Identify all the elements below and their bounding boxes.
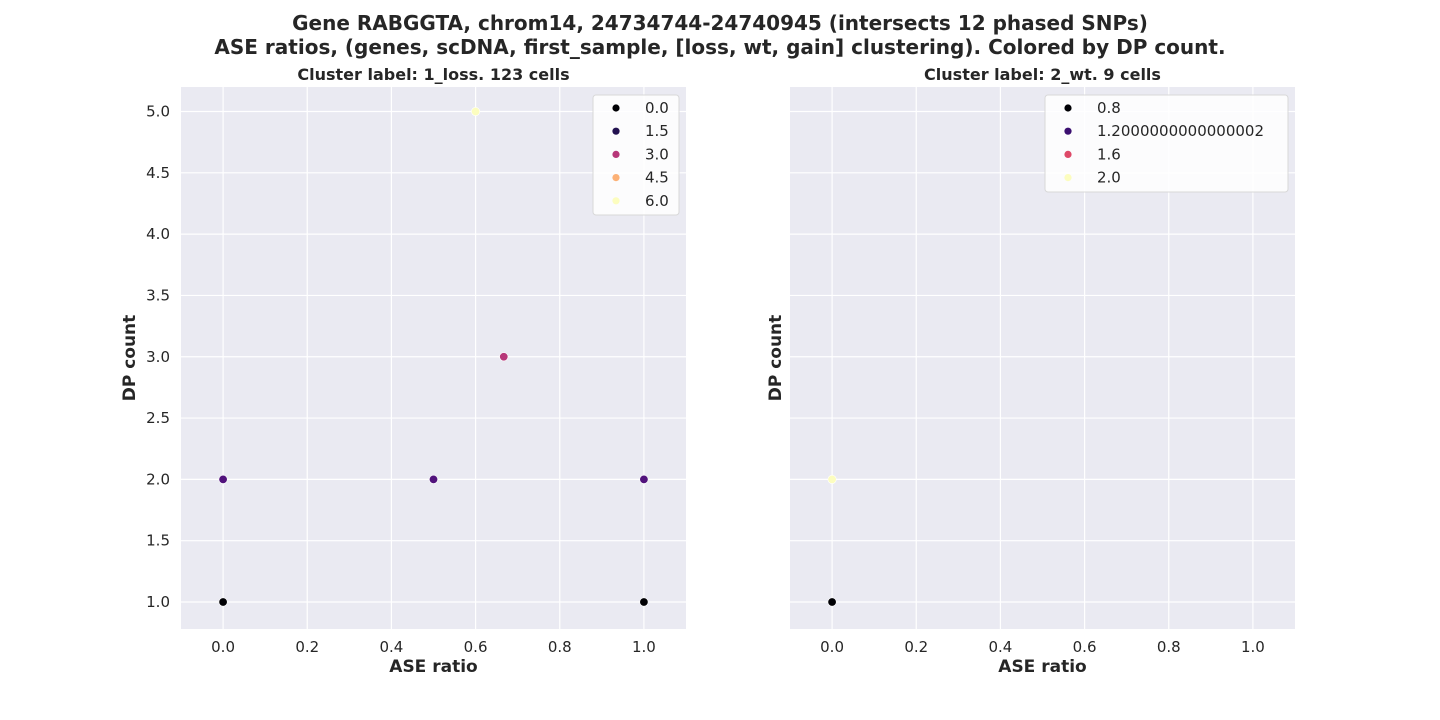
panels: 0.0 0.2 0.4 0.6 0.8 1.0 1.0 1.5 2.0 2.5 3.0 3.5 4.0 4… — [120, 65, 1295, 677]
y-tick-label: 2.5 — [146, 409, 170, 427]
legend-marker — [612, 197, 620, 205]
legend-marker — [1064, 104, 1072, 112]
x-tick-label: 1.0 — [632, 638, 656, 656]
x-tick-label: 0.4 — [379, 638, 403, 656]
legend-label: 1.5 — [645, 122, 669, 140]
y-tick-label: 5.0 — [146, 103, 170, 121]
legend-marker — [612, 104, 620, 112]
x-axis-label: ASE ratio — [389, 657, 477, 677]
data-point — [827, 474, 837, 484]
legend-marker — [612, 127, 620, 135]
x-tick-label: 0.6 — [1073, 638, 1097, 656]
x-tick-label: 0.2 — [904, 638, 928, 656]
data-point — [218, 474, 228, 484]
y-tick-label: 2.0 — [146, 470, 170, 488]
y-tick-label: 3.5 — [146, 286, 170, 304]
legend-marker — [1064, 174, 1072, 182]
subplot-2: 0.0 0.2 0.4 0.6 0.8 1.0 Cluster label: 2_wt. 9… — [766, 65, 1295, 677]
legend: 0.8 1.2000000000000002 1.6 2.0 — [1044, 94, 1289, 193]
figure-title-line2: ASE ratios, (genes, scDNA, first_sample,… — [214, 35, 1225, 59]
subplot-1: 0.0 0.2 0.4 0.6 0.8 1.0 1.0 1.5 2.0 2.5 3.0 3.5 4.0 4… — [120, 65, 686, 677]
legend-label: 2.0 — [1097, 169, 1121, 187]
x-tick-label: 0.2 — [295, 638, 319, 656]
legend-marker — [612, 174, 620, 182]
data-point — [639, 474, 649, 484]
legend-box — [1044, 94, 1289, 193]
x-tick-label: 0.0 — [820, 638, 844, 656]
data-point — [639, 597, 649, 607]
x-tick-label: 0.8 — [1157, 638, 1181, 656]
legend-label: 0.0 — [645, 99, 669, 117]
subplot-title: Cluster label: 2_wt. 9 cells — [924, 65, 1161, 84]
y-tick-label: 4.0 — [146, 225, 170, 243]
legend-label: 0.8 — [1097, 99, 1121, 117]
x-tick-label: 0.4 — [988, 638, 1012, 656]
y-tick-label: 3.0 — [146, 348, 170, 366]
legend-marker — [612, 150, 620, 158]
subplot-title: Cluster label: 1_loss. 123 cells — [297, 65, 569, 84]
legend-marker — [1064, 127, 1072, 135]
data-point — [471, 107, 481, 117]
y-tick-label: 1.5 — [146, 532, 170, 550]
data-point — [827, 597, 837, 607]
y-tick-label: 1.0 — [146, 593, 170, 611]
figure-title-line1: Gene RABGGTA, chrom14, 24734744-24740945… — [292, 11, 1148, 35]
data-point — [428, 474, 438, 484]
data-point — [218, 597, 228, 607]
data-point — [499, 352, 509, 362]
legend-label: 1.6 — [1097, 145, 1121, 163]
x-tick-label: 0.0 — [211, 638, 235, 656]
x-axis-label: ASE ratio — [998, 657, 1086, 677]
y-tick-label: 4.5 — [146, 164, 170, 182]
x-tick-label: 0.8 — [548, 638, 572, 656]
y-axis-label: DP count — [766, 315, 786, 402]
legend-label: 4.5 — [645, 169, 669, 187]
legend-label: 6.0 — [645, 192, 669, 210]
legend: 0.0 1.5 3.0 4.5 6.0 — [592, 94, 680, 216]
x-tick-label: 0.6 — [464, 638, 488, 656]
x-tick-label: 1.0 — [1241, 638, 1265, 656]
legend-box — [592, 94, 680, 216]
legend-marker — [1064, 150, 1072, 158]
legend-label: 3.0 — [645, 145, 669, 163]
legend-label: 1.2000000000000002 — [1097, 122, 1264, 140]
y-axis-label: DP count — [120, 315, 140, 402]
